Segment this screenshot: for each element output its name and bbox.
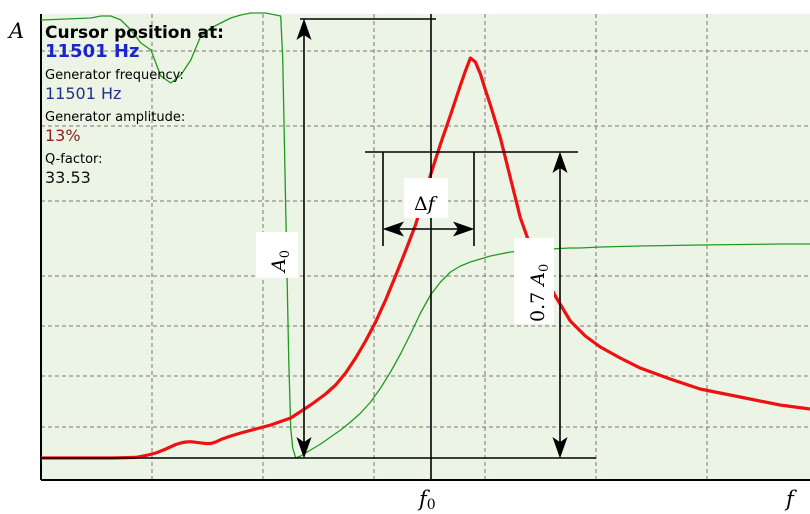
grid-lines — [41, 14, 810, 480]
annotations — [41, 14, 596, 480]
curves — [40, 12, 810, 460]
peak-arrow-head-bottom — [296, 437, 312, 459]
level-arrow-head-bottom — [552, 437, 568, 459]
bandwidth-arrow-head-right — [453, 221, 475, 237]
level-arrow-head-top — [552, 151, 568, 173]
y-axis-letter: A — [7, 19, 24, 43]
cursor-position-label: Cursor position at: — [45, 23, 224, 43]
plot-area[interactable] — [41, 14, 810, 480]
phase-curve — [40, 12, 810, 459]
x-axis-letter: f — [784, 487, 797, 511]
q-factor-label: Q-factor: — [45, 152, 103, 167]
generator-amplitude-label: Generator amplitude: — [45, 110, 186, 125]
cursor-position-value: 11501 Hz — [45, 41, 140, 62]
info-panel: Cursor position at: 11501 Hz Generator f… — [45, 24, 224, 194]
generator-frequency-value: 11501 Hz — [45, 84, 122, 103]
peak-label-box — [256, 232, 298, 278]
peak-amplitude-label: A0 — [268, 250, 293, 274]
amplitude-curve — [41, 56, 810, 460]
center-frequency-tick-label: f0 — [417, 487, 436, 513]
bandwidth-arrow-head-left — [382, 221, 404, 237]
level-label-box — [514, 238, 554, 324]
bandwidth-label-box — [404, 178, 448, 218]
bandwidth-label: Δf — [414, 193, 438, 215]
q-factor-value: 33.53 — [45, 168, 91, 187]
peak-arrow-head-top — [296, 18, 312, 40]
generator-frequency-label: Generator frequency: — [45, 68, 184, 83]
level-label: 0.7 A0 — [527, 264, 552, 322]
generator-amplitude-value: 13% — [45, 126, 81, 145]
